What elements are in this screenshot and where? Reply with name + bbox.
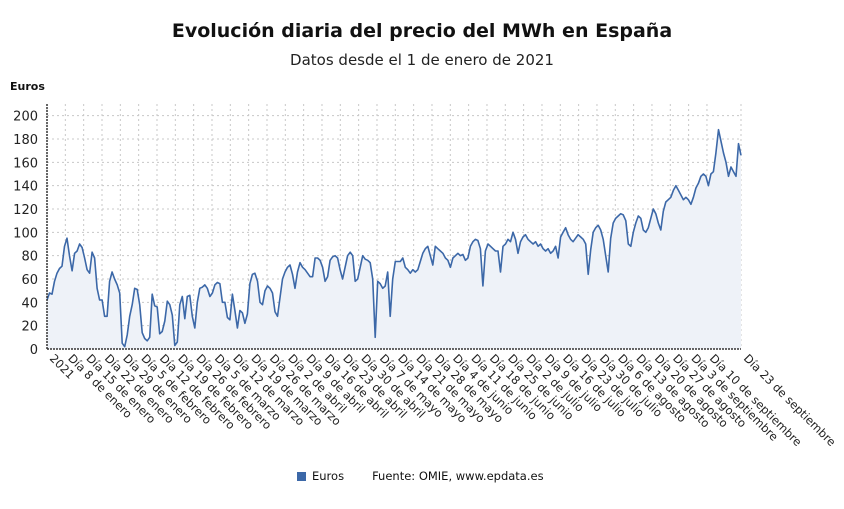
y-tick-label: 40 (21, 296, 38, 311)
legend: Euros Fuente: OMIE, www.epdata.es (297, 469, 544, 483)
y-tick-label: 160 (13, 156, 38, 171)
grid-lines (46, 104, 742, 349)
legend-swatch (297, 471, 306, 481)
y-tick-label: 100 (13, 226, 38, 241)
y-tick-label: 120 (13, 203, 38, 218)
series-line (46, 128, 742, 348)
y-tick-label: 140 (13, 180, 38, 195)
y-tick-label: 80 (21, 250, 38, 265)
y-tick-label: 60 (21, 273, 38, 288)
legend-label: Euros (312, 469, 345, 483)
y-axis-label: Euros (10, 80, 45, 93)
y-tick-label: 200 (13, 110, 38, 125)
y-tick-label: 0 (30, 343, 38, 358)
series-area (47, 129, 741, 349)
source-note: Fuente: OMIE, www.epdata.es (372, 469, 544, 483)
chart-subtitle: Datos desde el 1 de enero de 2021 (290, 51, 554, 69)
chart-title: Evolución diaria del precio del MWh en E… (171, 20, 673, 42)
y-tick-label: 180 (13, 133, 38, 148)
y-tick-label: 20 (21, 320, 38, 335)
y-axis-ticks: 0 20 40 60 80 100 120 140 160 180 200 (13, 110, 38, 358)
